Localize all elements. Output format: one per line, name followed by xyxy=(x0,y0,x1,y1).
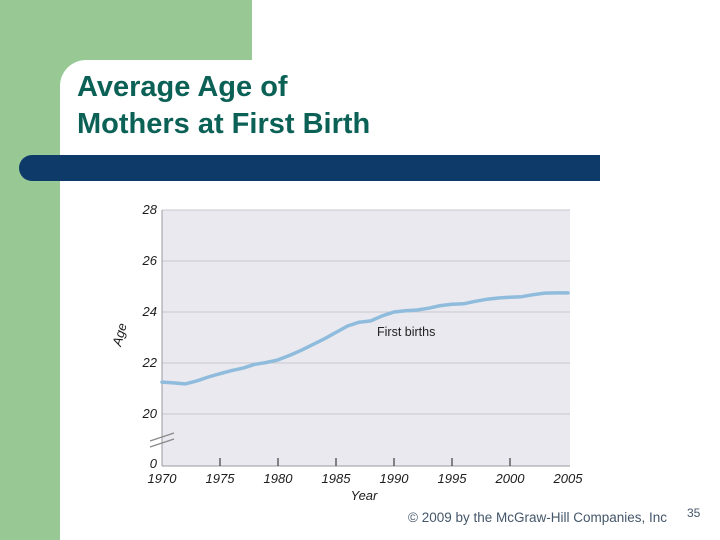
axis-break-mark xyxy=(149,432,175,442)
data-series-first-births xyxy=(160,291,570,386)
accent-sidebar-green xyxy=(0,0,60,540)
slide-title-line2: Mothers at First Birth xyxy=(77,108,371,140)
title-underline-bar xyxy=(19,155,600,181)
axis-break-mark xyxy=(149,438,175,448)
slide-title: Average Age of Mothers at First Birth xyxy=(77,69,370,143)
slide-title-line1: Average Age of xyxy=(77,71,288,103)
slide-number: 35 xyxy=(687,506,701,520)
copyright-text: © 2009 by the McGraw-Hill Companies, Inc xyxy=(408,510,668,525)
plot-area xyxy=(162,210,570,466)
